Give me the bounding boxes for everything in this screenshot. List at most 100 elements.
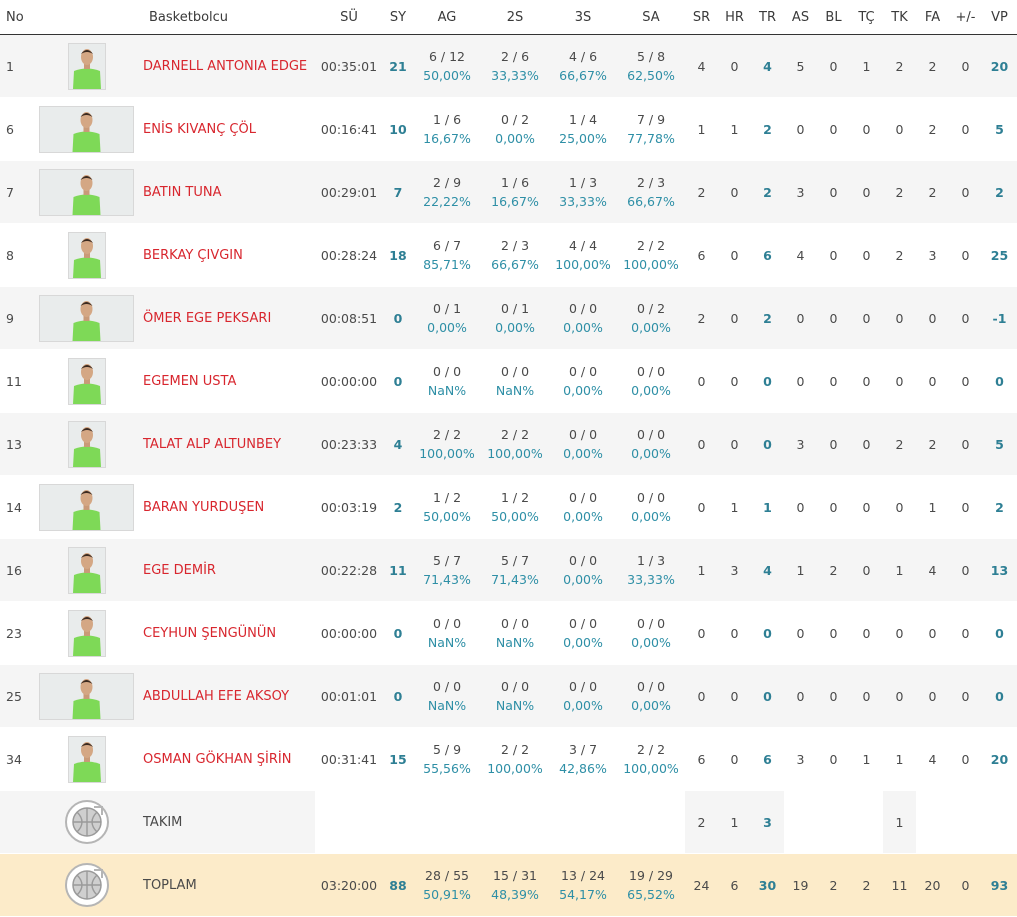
player-name-link[interactable]: CEYHUN ŞENGÜNÜN (143, 625, 277, 641)
player-number: 7 (0, 160, 30, 224)
player-name-link[interactable]: BARAN YURDUŞEN (143, 499, 265, 515)
three-pt-pct: 0,00% (563, 698, 603, 713)
player-photo[interactable] (67, 735, 106, 783)
col-ag[interactable]: AG (413, 0, 481, 35)
player-name-link[interactable]: ENİS KIVANÇ ÇÖL (143, 121, 256, 137)
player-photo[interactable] (39, 483, 134, 531)
player-name-link[interactable]: BATIN TUNA (143, 184, 222, 200)
steals: 0 (850, 538, 883, 602)
blocks: 0 (817, 160, 850, 224)
team-def-rebounds: 2 (685, 790, 718, 854)
efficiency: 20 (982, 34, 1017, 98)
player-photo[interactable] (67, 609, 106, 657)
col-3s[interactable]: 3S (549, 0, 617, 35)
col-player[interactable]: Basketbolcu (143, 0, 315, 35)
fg-cell: 2 / 9 22,22% (413, 160, 481, 224)
ft-pct: 77,78% (627, 131, 675, 146)
player-name-link[interactable]: ÖMER EGE PEKSARI (143, 310, 272, 326)
two-pt-made-attempted: 0 / 2 (500, 112, 530, 127)
two-pt-cell: 2 / 6 33,33% (481, 34, 549, 98)
col-hr[interactable]: HR (718, 0, 751, 35)
ft-made-attempted: 0 / 0 (636, 427, 666, 442)
col-bl[interactable]: BL (817, 0, 850, 35)
three-pt-cell: 4 / 6 66,67% (549, 34, 617, 98)
turnovers: 2 (883, 412, 916, 476)
player-row: 11 EGEMEN USTA 00:00:00 0 0 / 0 NaN% 0 / … (0, 349, 1017, 413)
turnovers: 0 (883, 601, 916, 665)
two-pt-cell: 2 / 2 100,00% (481, 412, 549, 476)
blocks: 2 (817, 538, 850, 602)
player-photo[interactable] (67, 42, 106, 90)
player-name-link[interactable]: BERKAY ÇIVGIN (143, 247, 243, 263)
col-tk[interactable]: TK (883, 0, 916, 35)
ft-pct: 33,33% (627, 572, 675, 587)
player-photo[interactable] (67, 357, 106, 405)
fouls: 1 (916, 475, 949, 539)
two-pt-cell: 1 / 2 50,00% (481, 475, 549, 539)
efficiency: 5 (982, 97, 1017, 161)
three-pt-pct: 66,67% (559, 68, 607, 83)
col-pm[interactable]: +/- (949, 0, 982, 35)
col-fa[interactable]: FA (916, 0, 949, 35)
col-tr[interactable]: TR (751, 0, 784, 35)
ft-made-attempted: 2 / 3 (636, 175, 666, 190)
player-photo[interactable] (67, 546, 106, 594)
steals: 0 (850, 286, 883, 350)
player-photo[interactable] (39, 294, 134, 342)
three-pt-pct: 0,00% (563, 446, 603, 461)
fouls: 0 (916, 349, 949, 413)
off-rebounds: 0 (718, 160, 751, 224)
ft-cell: 5 / 8 62,50% (617, 34, 685, 98)
col-sr[interactable]: SR (685, 0, 718, 35)
col-tc[interactable]: TÇ (850, 0, 883, 35)
player-photo[interactable] (39, 105, 134, 153)
col-no: No (0, 0, 30, 35)
blocks: 0 (817, 97, 850, 161)
player-name-link[interactable]: EGEMEN USTA (143, 373, 237, 389)
two-pt-cell: 1 / 6 16,67% (481, 160, 549, 224)
two-pt-cell: 0 / 2 0,00% (481, 97, 549, 161)
assists: 0 (784, 475, 817, 539)
player-photo-cell (30, 538, 143, 602)
player-photo-cell (30, 412, 143, 476)
player-photo[interactable] (67, 231, 106, 279)
ft-cell: 1 / 3 33,33% (617, 538, 685, 602)
col-2s[interactable]: 2S (481, 0, 549, 35)
three-pt-pct: 0,00% (563, 635, 603, 650)
efficiency: 25 (982, 223, 1017, 287)
off-rebounds: 0 (718, 349, 751, 413)
fg-made-attempted: 0 / 0 (432, 364, 462, 379)
player-photo[interactable] (39, 168, 134, 216)
player-name-link[interactable]: TALAT ALP ALTUNBEY (143, 436, 282, 452)
fg-made-attempted: 1 / 6 (432, 112, 462, 127)
fg-pct: 55,56% (423, 761, 471, 776)
fg-cell: 28 / 55 50,91% (413, 853, 481, 916)
ft-made-attempted: 2 / 2 (636, 742, 666, 757)
col-vp[interactable]: VP (982, 0, 1017, 35)
player-photo[interactable] (67, 420, 106, 468)
blocks: 0 (817, 34, 850, 98)
player-row: 25 ABDULLAH EFE AKSOY 00:01:01 0 0 / 0 Na… (0, 664, 1017, 728)
player-name-link[interactable]: OSMAN GÖKHAN ŞİRİN (143, 751, 292, 767)
player-name-link[interactable]: DARNELL ANTONIA EDGE (143, 58, 308, 74)
points: 0 (383, 349, 413, 413)
two-pt-made-attempted: 2 / 2 (500, 427, 530, 442)
fouls: 0 (916, 286, 949, 350)
player-name-link[interactable]: EGE DEMİR (143, 562, 216, 578)
blocks: 2 (817, 853, 850, 916)
player-name-link[interactable]: ABDULLAH EFE AKSOY (143, 688, 290, 704)
player-photo[interactable] (39, 672, 134, 720)
def-rebounds: 0 (685, 412, 718, 476)
team-blank-2 (784, 790, 883, 854)
player-number: 8 (0, 223, 30, 287)
col-sy[interactable]: SY (383, 0, 413, 35)
col-as[interactable]: AS (784, 0, 817, 35)
off-rebounds: 0 (718, 601, 751, 665)
col-sa[interactable]: SA (617, 0, 685, 35)
minutes: 00:28:24 (315, 223, 383, 287)
two-pt-cell: 0 / 1 0,00% (481, 286, 549, 350)
fouls: 20 (916, 853, 949, 916)
fg-pct: NaN% (427, 383, 467, 398)
col-su[interactable]: SÜ (315, 0, 383, 35)
three-pt-cell: 0 / 0 0,00% (549, 538, 617, 602)
